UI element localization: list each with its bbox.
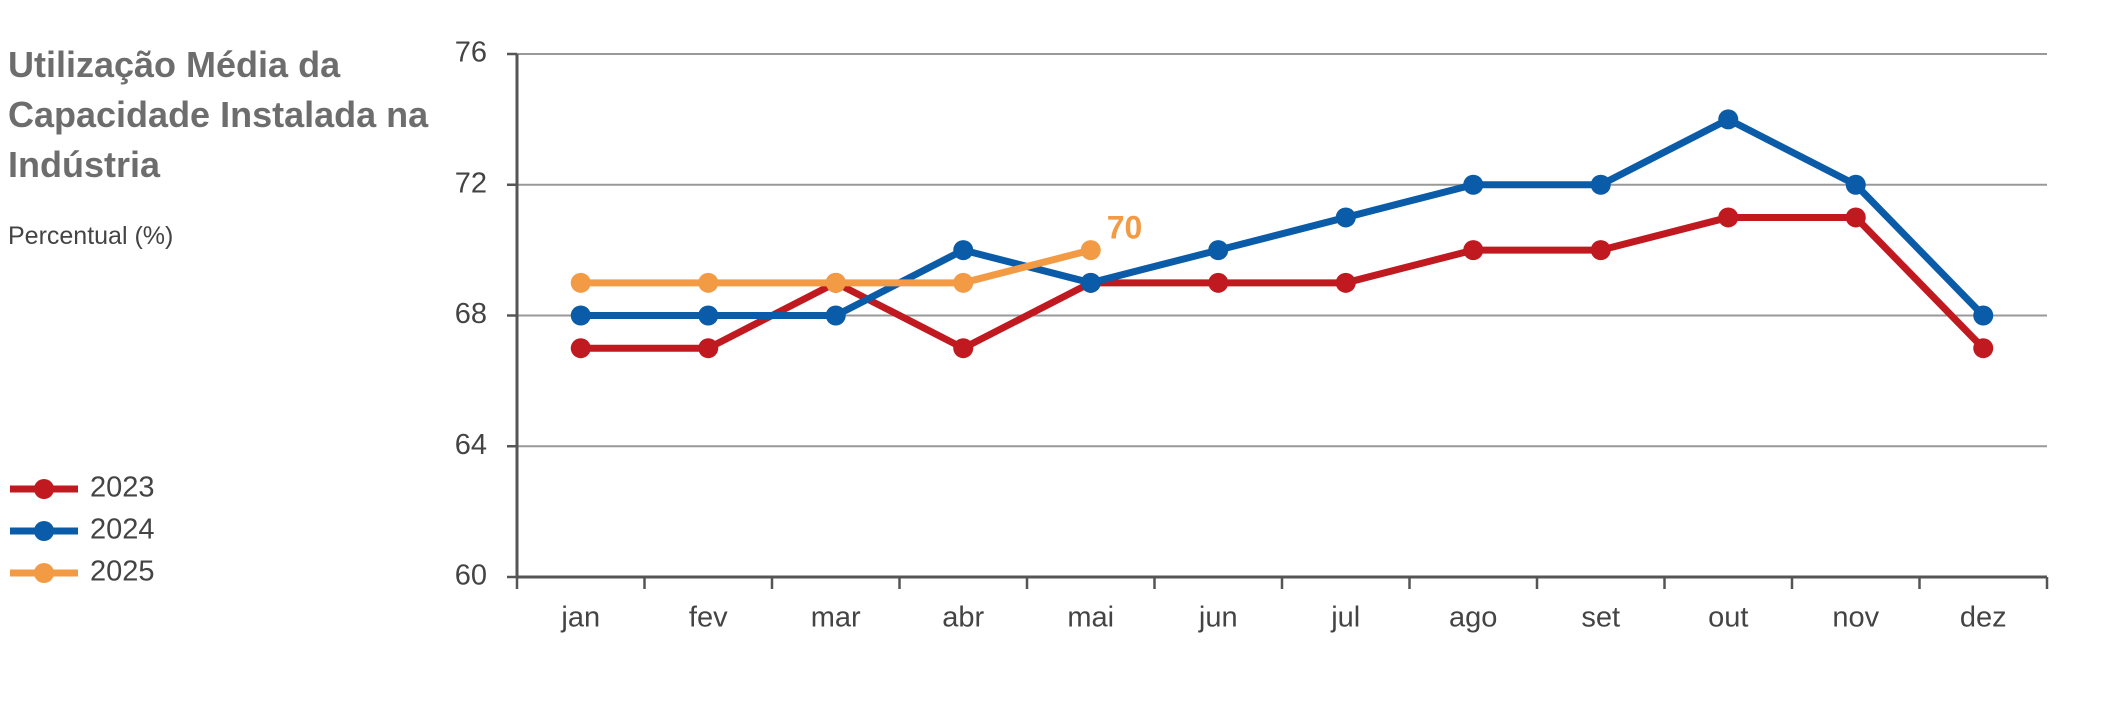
x-tick-label: set <box>1581 602 1620 634</box>
data-point <box>698 305 719 326</box>
legend-marker <box>34 521 54 541</box>
data-label: 70 <box>1107 210 1143 246</box>
y-tick-label: 76 <box>455 37 487 69</box>
y-tick-label: 64 <box>455 429 487 461</box>
x-tick-label: jan <box>560 602 600 634</box>
y-tick-label: 68 <box>455 298 487 330</box>
data-point <box>1463 174 1484 195</box>
data-point <box>1080 240 1101 261</box>
x-tick-label: abr <box>942 602 984 634</box>
data-point <box>1590 240 1611 261</box>
data-point <box>1590 174 1611 195</box>
legend-label: 2023 <box>90 472 155 504</box>
series-line <box>580 115 1986 319</box>
data-point <box>1973 338 1994 359</box>
x-tick-label: out <box>1708 602 1748 634</box>
legend-marker <box>34 563 54 583</box>
x-tick-label: nov <box>1832 602 1879 634</box>
data-point <box>698 272 719 293</box>
chart-subtitle: Percentual (%) <box>8 222 174 250</box>
series-line <box>580 213 1986 352</box>
y-tick-label: 72 <box>455 167 487 199</box>
data-point <box>825 305 846 326</box>
x-tick-label: jun <box>1198 602 1238 634</box>
data-point <box>953 240 974 261</box>
data-point <box>1463 240 1484 261</box>
data-point <box>1335 207 1356 228</box>
x-tick-label: mar <box>811 602 861 634</box>
legend-label: 2024 <box>90 514 155 546</box>
data-point <box>1718 207 1739 228</box>
data-point <box>570 272 591 293</box>
y-tick-label: 60 <box>455 560 487 592</box>
x-tick-label: mai <box>1067 602 1114 634</box>
data-point <box>698 338 719 359</box>
legend-marker <box>34 479 54 499</box>
data-point <box>953 338 974 359</box>
data-point <box>1845 174 1866 195</box>
data-point <box>1845 207 1866 228</box>
x-tick-label: dez <box>1960 602 2007 634</box>
data-point <box>1208 272 1229 293</box>
data-point <box>1335 272 1356 293</box>
data-point <box>570 338 591 359</box>
x-tick-label: jul <box>1330 602 1360 634</box>
data-point <box>825 272 846 293</box>
legend-label: 2025 <box>90 556 155 588</box>
data-point <box>570 305 591 326</box>
data-point <box>1718 109 1739 130</box>
chart-title: Utilização Média da Capacidade Instalada… <box>8 44 429 185</box>
data-point <box>953 272 974 293</box>
data-point <box>1973 305 1994 326</box>
x-tick-label: fev <box>689 602 728 634</box>
x-tick-label: ago <box>1449 602 1497 634</box>
data-point <box>1080 272 1101 293</box>
data-point <box>1208 240 1229 261</box>
